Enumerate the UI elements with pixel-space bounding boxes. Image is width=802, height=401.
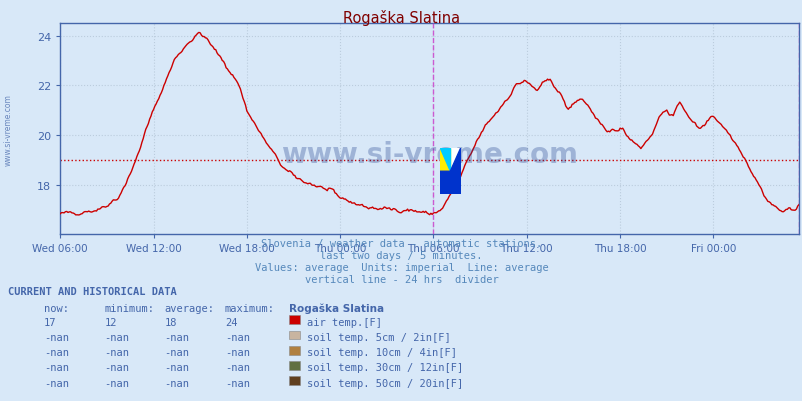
Text: Rogaška Slatina: Rogaška Slatina xyxy=(289,303,383,313)
Text: soil temp. 30cm / 12in[F]: soil temp. 30cm / 12in[F] xyxy=(306,363,463,373)
Text: now:: now: xyxy=(44,303,69,313)
Text: maximum:: maximum: xyxy=(225,303,274,313)
Text: -nan: -nan xyxy=(225,332,249,342)
Text: average:: average: xyxy=(164,303,214,313)
Text: 12: 12 xyxy=(104,317,117,327)
Text: -nan: -nan xyxy=(225,363,249,373)
Text: CURRENT AND HISTORICAL DATA: CURRENT AND HISTORICAL DATA xyxy=(8,287,176,297)
Text: www.si-vreme.com: www.si-vreme.com xyxy=(3,93,13,165)
Text: air temp.[F]: air temp.[F] xyxy=(306,317,381,327)
Text: -nan: -nan xyxy=(225,347,249,357)
Text: 17: 17 xyxy=(44,317,57,327)
Text: -nan: -nan xyxy=(104,363,129,373)
Text: soil temp. 50cm / 20in[F]: soil temp. 50cm / 20in[F] xyxy=(306,378,463,388)
Text: -nan: -nan xyxy=(164,378,189,388)
Text: -nan: -nan xyxy=(104,332,129,342)
Text: www.si-vreme.com: www.si-vreme.com xyxy=(281,141,577,168)
Text: Slovenia / weather data - automatic stations.: Slovenia / weather data - automatic stat… xyxy=(261,239,541,249)
Text: -nan: -nan xyxy=(164,332,189,342)
Text: soil temp. 5cm / 2in[F]: soil temp. 5cm / 2in[F] xyxy=(306,332,450,342)
Text: last two days / 5 minutes.: last two days / 5 minutes. xyxy=(320,251,482,261)
Text: -nan: -nan xyxy=(164,347,189,357)
Text: -nan: -nan xyxy=(44,378,69,388)
Text: -nan: -nan xyxy=(44,332,69,342)
Text: 24: 24 xyxy=(225,317,237,327)
Text: -nan: -nan xyxy=(164,363,189,373)
Text: -nan: -nan xyxy=(44,347,69,357)
Text: -nan: -nan xyxy=(225,378,249,388)
Text: -nan: -nan xyxy=(44,363,69,373)
Text: -nan: -nan xyxy=(104,347,129,357)
Text: minimum:: minimum: xyxy=(104,303,154,313)
Text: Values: average  Units: imperial  Line: average: Values: average Units: imperial Line: av… xyxy=(254,263,548,273)
Text: Rogaška Slatina: Rogaška Slatina xyxy=(342,10,460,26)
Text: -nan: -nan xyxy=(104,378,129,388)
Text: 18: 18 xyxy=(164,317,177,327)
Text: soil temp. 10cm / 4in[F]: soil temp. 10cm / 4in[F] xyxy=(306,347,456,357)
Text: vertical line - 24 hrs  divider: vertical line - 24 hrs divider xyxy=(304,275,498,285)
